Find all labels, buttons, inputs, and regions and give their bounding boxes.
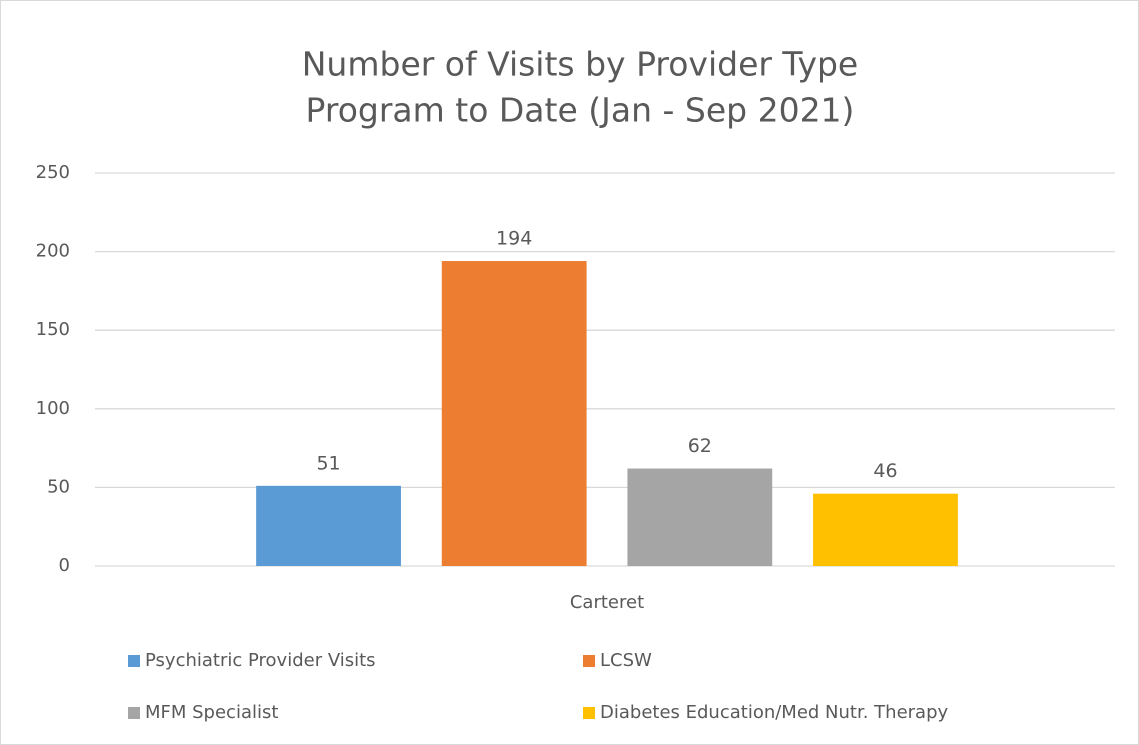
y-tick-label: 200 (36, 241, 70, 262)
data-label: 62 (688, 435, 712, 457)
bar (813, 493, 958, 566)
data-label: 194 (496, 228, 532, 250)
bar (441, 261, 587, 566)
bar (627, 468, 773, 566)
legend-swatch (583, 655, 595, 667)
y-tick-label: 250 (36, 162, 70, 183)
legend-label: MFM Specialist (145, 702, 278, 723)
y-tick-label: 100 (36, 398, 70, 419)
x-tick-label: Carteret (570, 592, 644, 613)
data-label: 46 (873, 460, 897, 482)
legend-label: Diabetes Education/Med Nutr. Therapy (600, 702, 949, 723)
y-tick-label: 50 (47, 476, 70, 497)
legend-swatch (128, 655, 140, 667)
bar (256, 485, 401, 566)
y-tick-label: 150 (36, 319, 70, 340)
y-tick-label: 0 (59, 555, 70, 576)
chart-subtitle: Program to Date (Jan - Sep 2021) (306, 91, 855, 130)
legend-label: Psychiatric Provider Visits (145, 650, 376, 671)
data-label: 51 (316, 452, 340, 474)
chart-title: Number of Visits by Provider Type (302, 45, 858, 84)
legend-swatch (583, 707, 595, 719)
legend-label: LCSW (600, 650, 652, 671)
legend-swatch (128, 707, 140, 719)
